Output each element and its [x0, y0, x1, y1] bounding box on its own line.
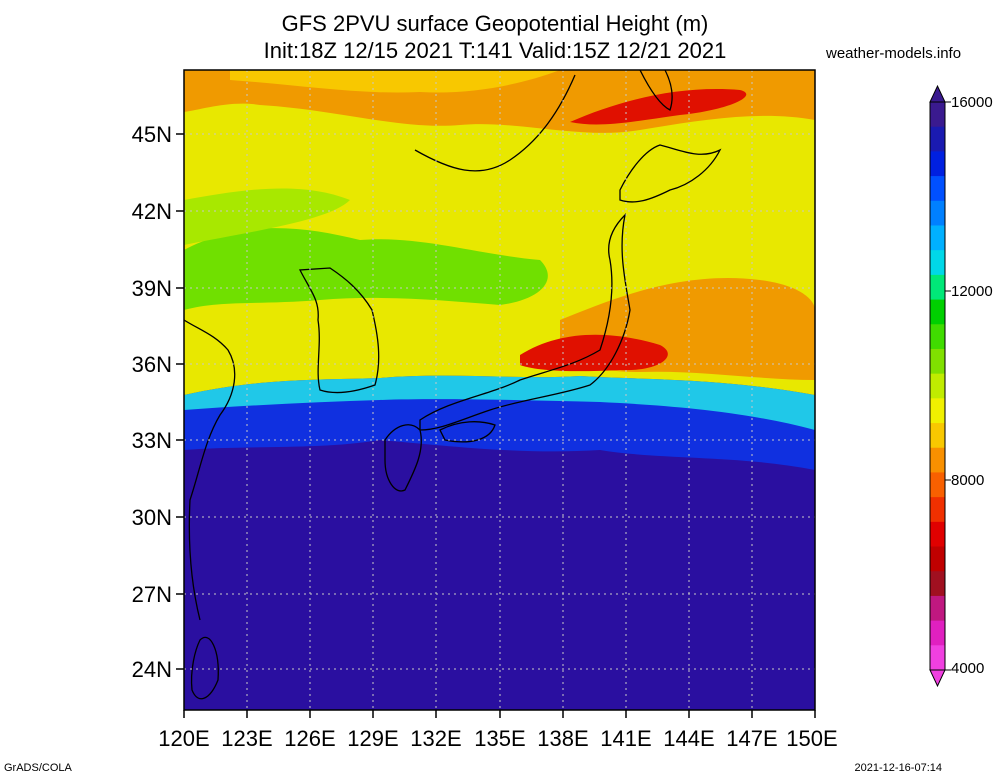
- lat-label: 33N: [131, 428, 172, 453]
- lon-label: 150E: [786, 726, 838, 751]
- coast-taiwan: [190, 636, 219, 700]
- footer-timestamp: 2021-12-16-07:14: [854, 762, 942, 774]
- colorbar-swatch: [930, 398, 945, 424]
- lat-label: 27N: [131, 582, 172, 607]
- colorbar-swatch: [930, 299, 945, 325]
- lon-label: 120E: [158, 726, 210, 751]
- colorbar-swatch: [930, 200, 945, 226]
- colorbar-swatch: [930, 472, 945, 498]
- coast-russia: [414, 74, 576, 172]
- coastlines: [184, 70, 722, 700]
- colorbar-swatch: [930, 348, 945, 375]
- coast-hokkaido: [619, 144, 722, 203]
- colorbar: [929, 84, 951, 688]
- colorbar-frame: [929, 101, 946, 671]
- axis-ticks: [176, 133, 816, 718]
- field-orange-light: [230, 70, 560, 93]
- coast-honshu: [419, 213, 631, 431]
- colorbar-swatch: [930, 447, 945, 473]
- map-subtitle: Init:18Z 12/15 2021 T:141 Valid:15Z 12/2…: [263, 38, 727, 63]
- lon-label: 138E: [537, 726, 589, 751]
- lon-label: 126E: [284, 726, 336, 751]
- coast-kyushu: [384, 424, 422, 492]
- lon-label: 144E: [663, 726, 715, 751]
- lon-label: 147E: [726, 726, 778, 751]
- colorbar-label: 4000: [951, 660, 985, 677]
- lon-label: 135E: [474, 726, 526, 751]
- colorbar-swatch: [930, 102, 945, 128]
- colorbar-label: 16000: [951, 94, 993, 111]
- colorbar-label: 12000: [951, 283, 993, 300]
- site-label: weather-models.info: [826, 45, 962, 62]
- colorbar-swatch: [930, 620, 945, 646]
- lon-label: 132E: [410, 726, 462, 751]
- field-red-north: [570, 89, 747, 125]
- colorbar-swatch: [930, 571, 945, 597]
- colorbar-swatch: [930, 225, 945, 251]
- colorbar-swatch: [930, 373, 945, 399]
- colorbar-swatch: [930, 274, 945, 301]
- lat-label: 39N: [131, 276, 172, 301]
- lon-label: 129E: [347, 726, 399, 751]
- colorbar-swatch: [930, 151, 945, 177]
- colorbar-swatch: [930, 324, 945, 350]
- colorbar-swatch: [930, 497, 945, 523]
- colorbar-swatch: [930, 423, 945, 449]
- colorbar-min-arrow: [929, 669, 946, 688]
- lon-label: 141E: [600, 726, 652, 751]
- field-cyan: [184, 375, 815, 430]
- lat-label: 30N: [131, 505, 172, 530]
- coast-china: [184, 319, 236, 621]
- field-green: [184, 228, 548, 310]
- colorbar-swatch: [930, 126, 945, 152]
- colorbar-max-arrow: [929, 84, 946, 103]
- lat-label: 45N: [131, 122, 172, 147]
- lat-label: 36N: [131, 352, 172, 377]
- graticule: [184, 70, 815, 710]
- coast-korea: [298, 267, 380, 394]
- footer-credit: GrADS/COLA: [4, 762, 72, 774]
- lat-label: 42N: [131, 199, 172, 224]
- colorbar-swatch: [930, 595, 945, 622]
- field-green-north: [184, 188, 350, 245]
- colorbar-swatch: [930, 645, 945, 671]
- colorbar-swatch: [930, 176, 945, 202]
- lon-label: 123E: [221, 726, 273, 751]
- map-title: GFS 2PVU surface Geopotential Height (m): [281, 11, 709, 36]
- colorbar-swatch: [930, 521, 945, 548]
- colorbar-label: 8000: [951, 472, 985, 489]
- colorbar-swatch: [930, 546, 945, 572]
- colorbar-swatch: [930, 250, 945, 276]
- coast-sakhalin: [639, 70, 673, 111]
- lat-label: 24N: [131, 657, 172, 682]
- field-blue: [184, 385, 815, 470]
- coast-shikoku: [439, 421, 496, 443]
